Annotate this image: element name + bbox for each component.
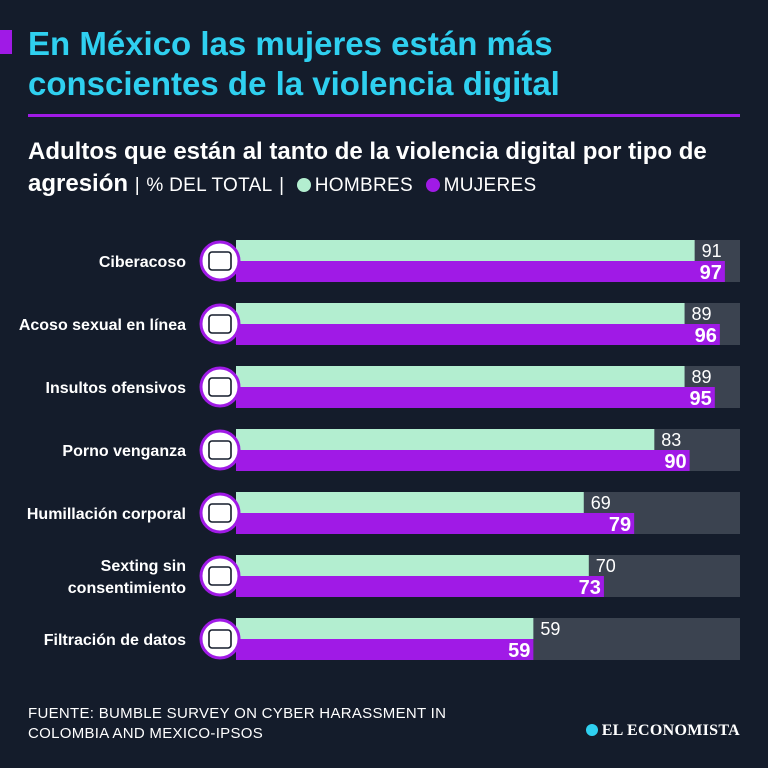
value-label-hombres: 89 — [692, 367, 712, 387]
title-rule — [28, 114, 740, 117]
headline: En México las mujeres están más conscien… — [28, 25, 560, 102]
category-label: Porno venganza — [62, 443, 186, 460]
computer-documents-icon — [199, 303, 241, 345]
bar-mujeres — [236, 576, 604, 597]
hate-speech-icon-glyph — [208, 377, 232, 397]
phone-harassment-icon-glyph — [208, 251, 232, 271]
value-label-mujeres: 90 — [664, 451, 686, 473]
hate-speech-icon — [199, 366, 241, 408]
bar-mujeres — [236, 324, 720, 345]
bar-mujeres — [236, 387, 715, 408]
woman-phone-icon — [199, 429, 241, 471]
brand-icon — [585, 724, 598, 736]
computer-documents-icon-glyph — [208, 314, 232, 334]
subtitle-separator-1: | — [134, 175, 140, 196]
data-leak-icon-glyph — [208, 629, 232, 649]
phone-harassment-icon — [199, 240, 241, 282]
subtitle-main: Adultos que están al tanto de la violenc… — [28, 138, 707, 197]
data-leak-icon — [199, 618, 241, 660]
legend-mujeres-label: MUJERES — [443, 175, 537, 196]
category-label: Acoso sexual en línea — [19, 317, 186, 334]
chart-subtitle: Adultos que están al tanto de la violenc… — [28, 136, 748, 202]
legend-mujeres-dot — [425, 178, 440, 192]
bar-hombres — [236, 618, 534, 639]
value-label-mujeres: 96 — [695, 325, 717, 347]
brand-name: EL ECONOMISTA — [601, 722, 740, 739]
category-label: Filtración de datos — [44, 632, 186, 649]
category-label: Ciberacoso — [99, 254, 186, 271]
subtitle-separator-2: | — [279, 175, 285, 196]
bar-mujeres — [236, 639, 534, 660]
bar-mujeres — [236, 261, 725, 282]
subtitle-unit: % DEL TOTAL — [146, 175, 273, 196]
sexting-phone-icon-glyph — [208, 566, 232, 586]
category-label: consentimiento — [68, 580, 186, 597]
value-label-hombres: 69 — [591, 493, 611, 513]
value-label-hombres: 89 — [692, 304, 712, 324]
bar-hombres — [236, 240, 695, 261]
value-label-hombres: 59 — [540, 619, 560, 639]
category-label: Humillación corporal — [27, 506, 186, 523]
bar-hombres — [236, 492, 584, 513]
bar-hombres — [236, 555, 589, 576]
value-label-hombres: 91 — [702, 241, 722, 261]
value-label-mujeres: 95 — [690, 388, 712, 410]
legend-hombres-dot — [296, 178, 311, 192]
category-label: Sexting sin — [101, 558, 186, 575]
title-accent-bar — [0, 30, 12, 54]
category-label: Insultos ofensivos — [46, 380, 187, 397]
bar-hombres — [236, 366, 685, 387]
source-note: FUENTE: BUMBLE SURVEY ON CYBER HARASSMEN… — [28, 705, 447, 742]
bar-hombres — [236, 429, 655, 450]
bar-mujeres — [236, 513, 635, 534]
legend-hombres-label: HOMBRES — [314, 175, 413, 196]
bar-mujeres — [236, 450, 690, 471]
brand-logo: EL ECONOMISTA — [585, 722, 740, 740]
value-label-mujeres: 59 — [508, 640, 530, 662]
bar-hombres — [236, 303, 685, 324]
value-label-mujeres: 73 — [579, 577, 601, 599]
body-shaming-icon-glyph — [208, 503, 232, 523]
value-label-hombres: 70 — [596, 556, 616, 576]
sexting-phone-icon — [199, 555, 241, 597]
value-label-mujeres: 79 — [609, 514, 631, 536]
woman-phone-icon-glyph — [208, 440, 232, 460]
value-label-mujeres: 97 — [700, 262, 722, 284]
body-shaming-icon — [199, 492, 241, 534]
value-label-hombres: 83 — [661, 430, 681, 450]
